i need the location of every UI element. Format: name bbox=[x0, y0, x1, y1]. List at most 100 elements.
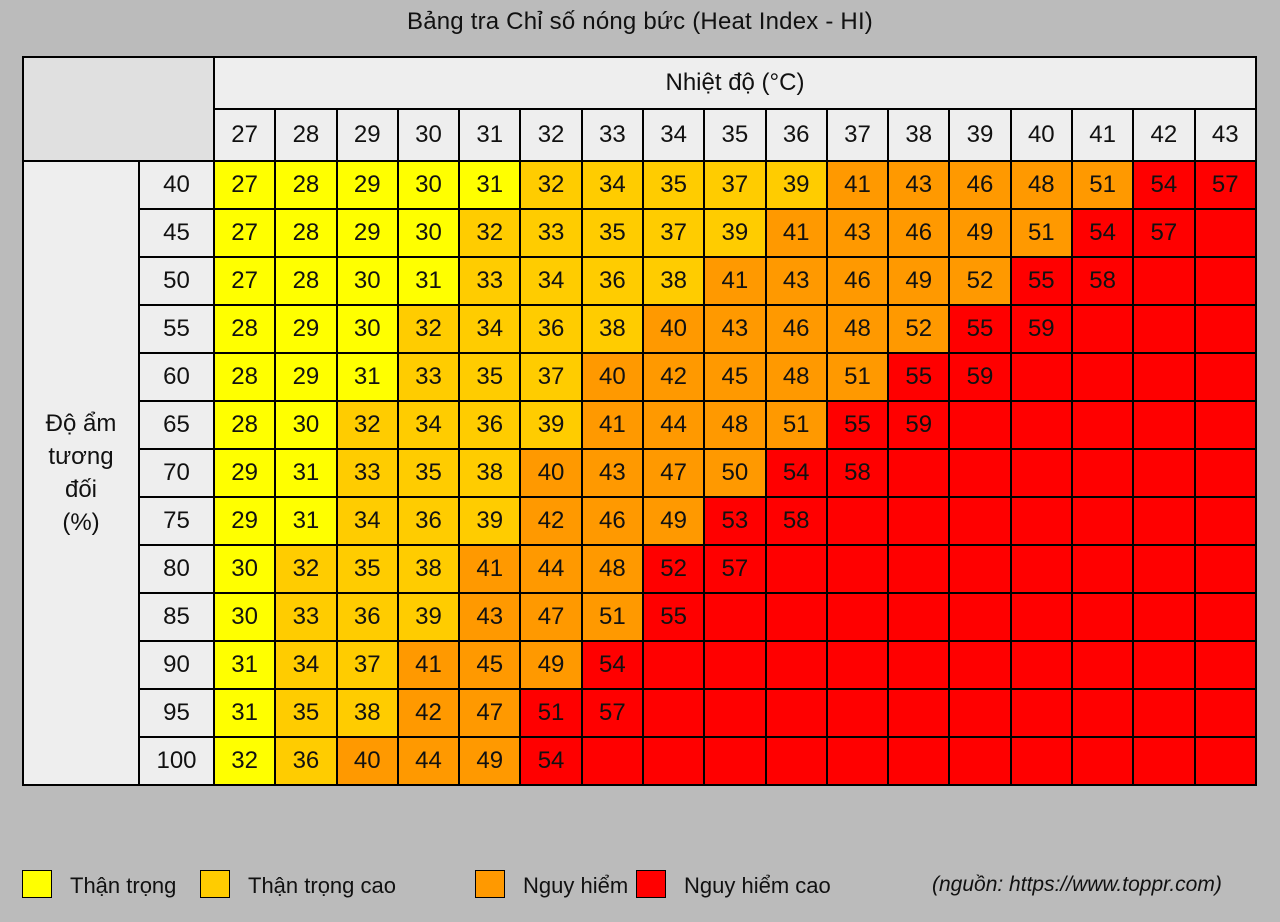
heat-cell bbox=[1009, 496, 1073, 546]
y-tick-label: 65 bbox=[138, 400, 215, 450]
heat-cell bbox=[1009, 352, 1073, 402]
heat-cell: 37 bbox=[335, 640, 399, 690]
heat-cell: 48 bbox=[580, 544, 644, 594]
heat-cell: 30 bbox=[396, 160, 461, 210]
table-row: 60 28 29 31 33 35 37 40 42 45 48 51 55 59 bbox=[23, 352, 1257, 402]
heat-cell bbox=[948, 400, 1012, 450]
heat-cell bbox=[1070, 640, 1135, 690]
heat-cell: 32 bbox=[458, 208, 522, 258]
y-axis-title: Độ ẩm tương đối (%) bbox=[22, 160, 140, 786]
heat-cell: 30 bbox=[212, 592, 277, 642]
heat-cell: 59 bbox=[948, 352, 1012, 402]
heat-cell bbox=[1070, 304, 1135, 354]
heat-cell: 29 bbox=[212, 496, 277, 546]
heat-cell: 46 bbox=[887, 208, 951, 258]
heat-cell bbox=[825, 640, 890, 690]
heat-cell: 35 bbox=[396, 448, 461, 498]
table-row: 100 32 36 40 44 49 54 bbox=[23, 736, 1257, 786]
heat-cell: 34 bbox=[580, 160, 644, 210]
heat-cell: 42 bbox=[641, 352, 706, 402]
heat-cell: 54 bbox=[580, 640, 644, 690]
heat-cell: 46 bbox=[948, 160, 1012, 210]
heat-cell bbox=[1132, 400, 1196, 450]
y-tick-label: 45 bbox=[138, 208, 215, 258]
x-tick-label: 32 bbox=[519, 108, 583, 162]
heat-cell bbox=[1132, 448, 1196, 498]
heat-cell: 29 bbox=[335, 208, 399, 258]
heat-cell: 51 bbox=[825, 352, 890, 402]
source-note: (nguồn: https://www.toppr.com) bbox=[932, 873, 1222, 896]
heat-cell: 47 bbox=[458, 688, 522, 738]
heat-cell bbox=[1193, 352, 1257, 402]
heat-cell: 31 bbox=[335, 352, 399, 402]
heat-cell: 49 bbox=[641, 496, 706, 546]
heat-cell: 49 bbox=[948, 208, 1012, 258]
legend: Thận trọng Thận trọng cao Nguy hiểm Nguy hi… bbox=[0, 868, 1280, 902]
y-tick-label: 95 bbox=[138, 688, 215, 738]
heat-cell: 34 bbox=[519, 256, 583, 306]
heat-cell bbox=[948, 688, 1012, 738]
heat-cell bbox=[948, 640, 1012, 690]
heat-cell bbox=[764, 688, 828, 738]
heat-cell: 36 bbox=[396, 496, 461, 546]
heat-cell: 52 bbox=[641, 544, 706, 594]
heat-cell: 36 bbox=[458, 400, 522, 450]
heat-cell: 31 bbox=[212, 640, 277, 690]
heat-cell: 54 bbox=[1070, 208, 1135, 258]
heat-cell: 54 bbox=[764, 448, 828, 498]
heat-cell: 37 bbox=[641, 208, 706, 258]
heat-cell: 38 bbox=[641, 256, 706, 306]
y-tick-label: 90 bbox=[138, 640, 215, 690]
legend-swatch bbox=[22, 870, 52, 898]
heat-cell: 38 bbox=[458, 448, 522, 498]
heat-cell: 40 bbox=[641, 304, 706, 354]
heat-cell: 39 bbox=[519, 400, 583, 450]
heat-cell: 40 bbox=[519, 448, 583, 498]
heat-cell bbox=[1070, 496, 1135, 546]
heat-cell bbox=[948, 496, 1012, 546]
heat-cell bbox=[887, 688, 951, 738]
heat-cell: 32 bbox=[212, 736, 277, 786]
heat-cell bbox=[1070, 400, 1135, 450]
table-row: 85 30 33 36 39 43 47 51 55 bbox=[23, 592, 1257, 642]
heat-cell: 31 bbox=[458, 160, 522, 210]
heat-cell: 42 bbox=[396, 688, 461, 738]
y-axis-title-line: (%) bbox=[62, 509, 100, 536]
heat-cell: 45 bbox=[458, 640, 522, 690]
heat-cell: 41 bbox=[580, 400, 644, 450]
heat-cell: 37 bbox=[519, 352, 583, 402]
heat-cell: 32 bbox=[335, 400, 399, 450]
heat-cell bbox=[764, 544, 828, 594]
heat-cell bbox=[1070, 352, 1135, 402]
heat-cell: 30 bbox=[274, 400, 338, 450]
chart-title: Bảng tra Chỉ số nóng bức (Heat Index - H… bbox=[406, 8, 874, 35]
heat-cell bbox=[764, 736, 828, 786]
heat-cell bbox=[1070, 592, 1135, 642]
heat-cell bbox=[1009, 592, 1073, 642]
heat-cell: 39 bbox=[764, 160, 828, 210]
heat-cell bbox=[641, 736, 706, 786]
heat-cell bbox=[580, 736, 644, 786]
x-tick-label: 41 bbox=[1070, 108, 1135, 162]
heat-cell: 49 bbox=[519, 640, 583, 690]
heat-cell: 33 bbox=[335, 448, 399, 498]
heat-cell: 27 bbox=[212, 160, 277, 210]
heat-cell bbox=[703, 688, 767, 738]
y-tick-label: 85 bbox=[138, 592, 215, 642]
heat-cell bbox=[641, 688, 706, 738]
heat-cell: 58 bbox=[825, 448, 890, 498]
table-row: Độ ẩm tương đối (%) 40 27 28 29 30 31 32 34 35 37 39 41… bbox=[22, 160, 1257, 786]
heat-cell: 51 bbox=[519, 688, 583, 738]
heat-cell: 44 bbox=[641, 400, 706, 450]
heat-cell bbox=[1193, 592, 1257, 642]
legend-swatch bbox=[200, 870, 230, 898]
y-tick-label: 70 bbox=[138, 448, 215, 498]
table-row: 65 28 30 32 34 36 39 41 44 48 51 55 59 bbox=[23, 400, 1257, 450]
heat-cell bbox=[703, 736, 767, 786]
table-row: 70 29 31 33 35 38 40 43 47 50 54 58 bbox=[23, 448, 1257, 498]
heat-cell: 32 bbox=[396, 304, 461, 354]
heat-cell: 54 bbox=[519, 736, 583, 786]
heat-cell bbox=[1193, 496, 1257, 546]
x-axis-title: Nhiệt độ (°C) bbox=[213, 56, 1257, 110]
heat-cell: 53 bbox=[703, 496, 767, 546]
